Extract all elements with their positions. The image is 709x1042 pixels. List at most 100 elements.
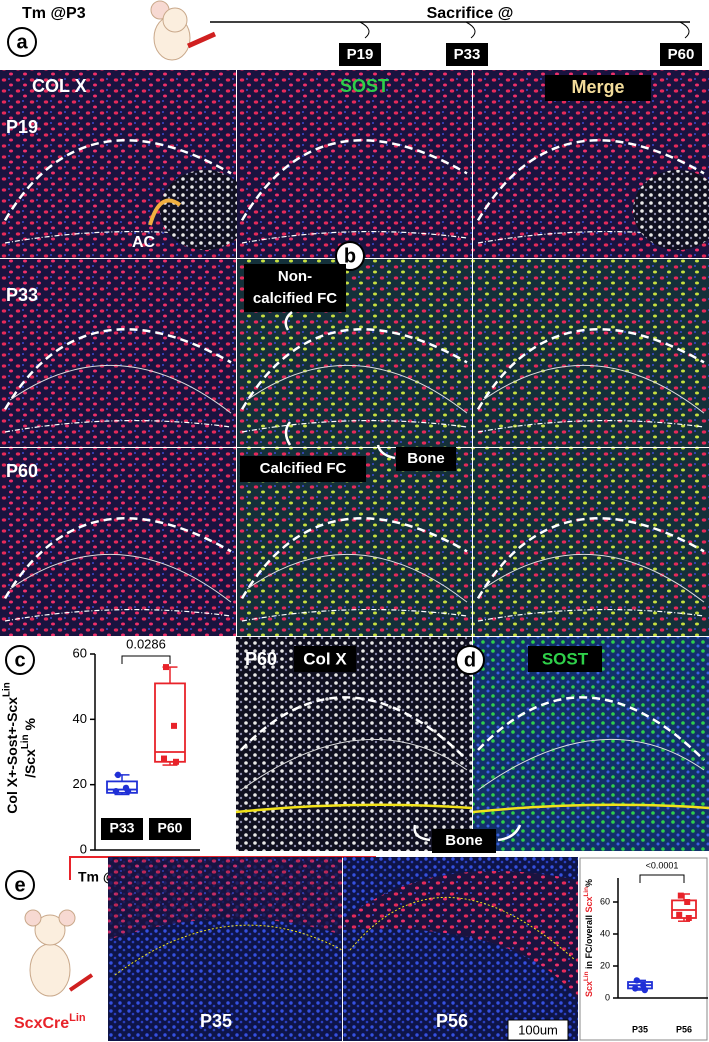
image-grid (0, 70, 709, 851)
annotation: Bone (407, 450, 445, 467)
channel-label: SOST (542, 649, 589, 668)
timepoint-label: P35 (200, 1011, 232, 1031)
boundary-thin (246, 364, 468, 414)
micrograph (236, 637, 472, 851)
label-box (244, 264, 346, 312)
y-tick-label: 40 (600, 928, 610, 938)
panel-label: b (344, 245, 356, 267)
y-tick-label: 0 (80, 841, 87, 856)
mouse-line: ScxCreLin (14, 1012, 86, 1032)
boundary-dotted (114, 924, 343, 976)
timepoint-label: P33 (454, 46, 481, 63)
x-tick-label: P33 (110, 820, 135, 836)
boundary-dashed (476, 517, 705, 600)
micrograph (237, 70, 472, 258)
box (106, 780, 138, 794)
boundary-dashed (476, 328, 705, 411)
label-part: /Scx (22, 749, 38, 778)
y-tick-label: 60 (600, 896, 610, 906)
micrograph (473, 637, 709, 851)
panel-label: d (464, 649, 476, 671)
boundary-dashed (240, 139, 468, 222)
annotation: Bone (445, 832, 483, 849)
significance-bracket (121, 655, 171, 664)
label-box (432, 829, 496, 853)
row-label: P19 (6, 117, 38, 137)
boundary-dashed (240, 696, 468, 761)
boundary-dotdash (241, 230, 468, 244)
panel-badge (335, 241, 365, 271)
image-row (108, 857, 578, 1041)
annotation: Non- (278, 268, 312, 285)
boundary-dashed (240, 517, 468, 600)
red-region (343, 871, 578, 1000)
panel-badge (7, 27, 37, 57)
x-tick-label: P56 (676, 1024, 692, 1034)
label-box (660, 43, 702, 66)
panel-label: a (16, 31, 28, 53)
annotation: calcified FC (253, 290, 337, 307)
label-part: ScxCre (14, 1015, 69, 1032)
significance-bracket (639, 874, 685, 883)
channel-label: Merge (571, 77, 624, 97)
data-point (633, 977, 640, 984)
y-axis-label: ScxLin in FC/overall ScxLin% (583, 879, 595, 997)
label-part: in FC/overall (584, 913, 594, 972)
timepoint-label: P60 (245, 649, 277, 669)
scale-bar: 100um (518, 1022, 558, 1037)
boundary-thin (9, 553, 232, 603)
mouse-icon (150, 0, 217, 61)
label-part: Scx (584, 896, 594, 912)
boundary-dotdash (4, 608, 232, 622)
boundary-dashed (3, 139, 232, 222)
boundary-dashed (476, 139, 705, 222)
label-box (528, 646, 602, 672)
data-point (684, 899, 691, 905)
x-tick-label: P35 (632, 1024, 648, 1034)
p-value: <0.0001 (646, 860, 679, 870)
data-point (163, 664, 169, 671)
data-point (161, 755, 167, 762)
channel-label: Col X (303, 649, 347, 668)
label-part: Lin (69, 1012, 86, 1024)
label-box (149, 818, 191, 840)
sacrifice-label: Sacrifice @ (427, 5, 514, 22)
panel-badge (5, 870, 35, 900)
label-part: Lin (583, 887, 590, 897)
data-point (124, 788, 132, 795)
timepoint-label: P56 (436, 1011, 468, 1031)
arrow (284, 311, 396, 460)
y-tick-label: 20 (73, 776, 87, 791)
label-part: % (584, 879, 594, 887)
cell-cluster (160, 170, 250, 250)
micrograph (473, 259, 709, 447)
panel-badge (455, 645, 485, 675)
injection-label: Tm @P3 (22, 5, 86, 22)
boundary-yellow (472, 803, 709, 814)
panel-label: e (14, 874, 25, 896)
boundary-thin (240, 738, 468, 791)
boundary-dashed (240, 328, 468, 411)
row-label: P33 (6, 285, 38, 305)
data-point (677, 892, 684, 899)
boundary-dashed (3, 328, 232, 411)
boundary-yellow (235, 803, 473, 814)
data-point (171, 722, 177, 729)
boundary-dotdash (4, 419, 232, 433)
box (154, 682, 186, 763)
label-box (396, 447, 456, 471)
y-tick-label: 60 (73, 645, 87, 660)
timepoint-label: P19 (347, 46, 374, 63)
data-point (685, 915, 692, 921)
annotation: Calcified FC (260, 460, 347, 477)
boundary-dotdash (241, 608, 468, 622)
micrograph (0, 259, 236, 447)
boundary-dashed (477, 696, 705, 761)
y-axis-label: Col X+-Sost+-ScxLin/ScxLin % (1, 682, 38, 813)
boundary-dotdash (477, 419, 705, 433)
boundary-dotdash (4, 230, 232, 244)
data-point (173, 758, 179, 765)
channel-label: COL X (32, 76, 87, 96)
boundary-thin (482, 364, 705, 414)
